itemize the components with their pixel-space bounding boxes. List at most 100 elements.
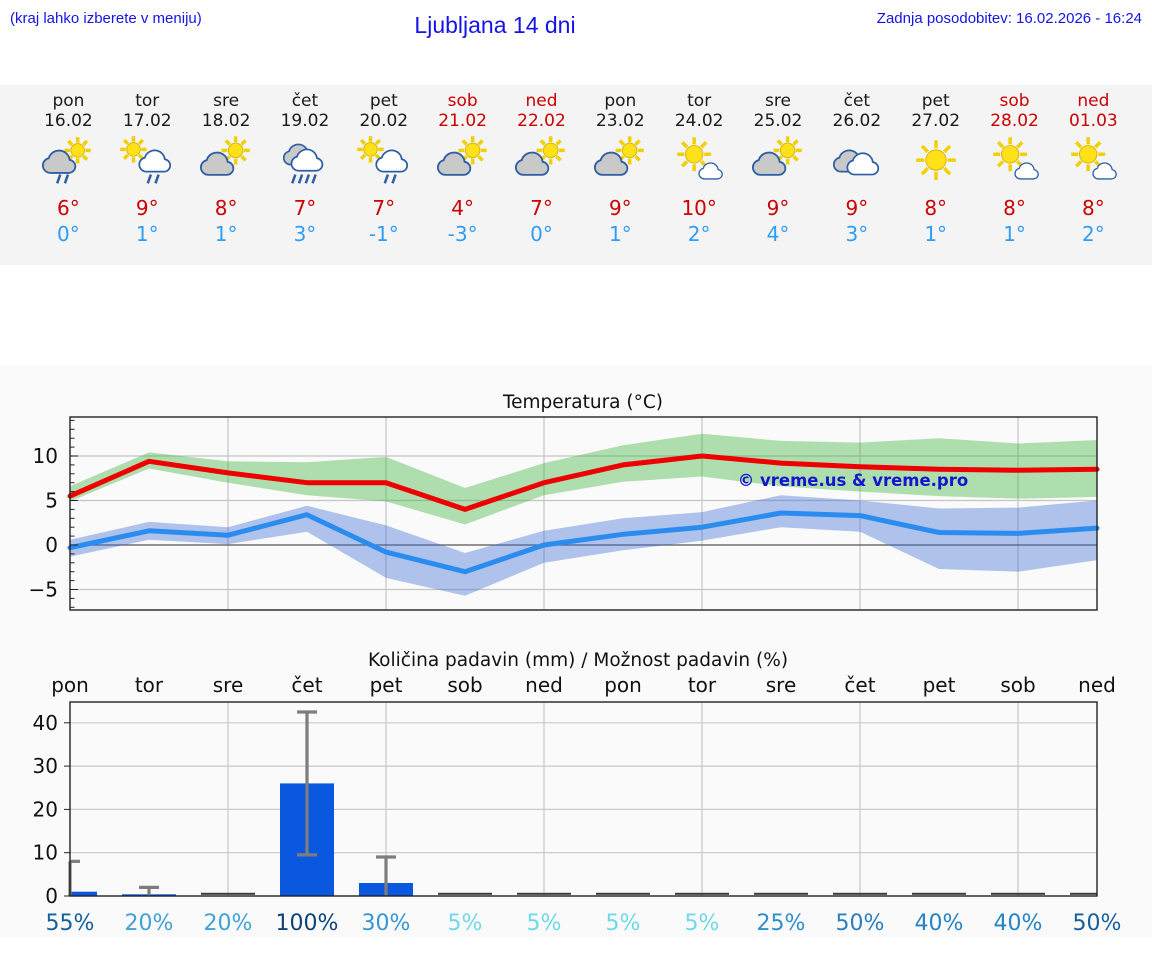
temp-high: 7° bbox=[530, 196, 553, 221]
temp-high: 9° bbox=[608, 196, 632, 221]
last-updated: Zadnja posodobitev: 16.02.2026 - 16:24 bbox=[876, 10, 1142, 27]
precip-day-label: ned bbox=[1078, 673, 1116, 697]
day-date: 24.02 bbox=[674, 111, 724, 132]
weather-icon-box bbox=[29, 134, 108, 189]
forecast-day: ned 01.03 8° 2° bbox=[1054, 85, 1133, 265]
temp-low: 3° bbox=[845, 222, 869, 247]
day-date: 01.03 bbox=[1069, 111, 1118, 132]
temp-low: 2° bbox=[1082, 222, 1105, 247]
precip-percent-label: 30% bbox=[362, 911, 411, 936]
precip-day-label: sob bbox=[1000, 673, 1035, 697]
day-name: ned bbox=[1077, 91, 1110, 111]
precip-percent-label: 5% bbox=[685, 911, 720, 936]
temp-high: 4° bbox=[451, 196, 474, 221]
day-name: tor bbox=[687, 91, 712, 111]
precip-day-label: čet bbox=[844, 673, 875, 697]
day-date: 26.02 bbox=[832, 111, 882, 132]
menu-hint: (kraj lahko izberete v meniju) bbox=[10, 10, 202, 27]
day-date: 18.02 bbox=[201, 111, 251, 132]
day-name: ned bbox=[525, 91, 558, 111]
forecast-day: sre 25.02 9° 4° bbox=[739, 85, 818, 265]
sun-smallcloud-icon bbox=[677, 136, 724, 180]
sun-graycloud-icon bbox=[594, 135, 645, 176]
sun-smallcloud-icon bbox=[1071, 136, 1118, 180]
precip-day-label: čet bbox=[291, 673, 322, 697]
temp-low: 0° bbox=[57, 222, 80, 247]
temp-chart-title: Temperatura (°C) bbox=[502, 392, 663, 413]
max-temp-band bbox=[70, 433, 1097, 525]
temp-high: 9° bbox=[845, 196, 869, 221]
precip-zero-bar bbox=[1070, 892, 1097, 895]
weather-icon-box bbox=[423, 134, 502, 189]
day-date: 27.02 bbox=[911, 111, 961, 132]
forecast-day: tor 17.02 9° 1° bbox=[108, 85, 187, 265]
day-date: 23.02 bbox=[595, 111, 645, 132]
day-date: 17.02 bbox=[122, 111, 172, 132]
cloudy-icon bbox=[832, 149, 879, 176]
day-name: sob bbox=[999, 91, 1030, 111]
precip-percent-label: 40% bbox=[994, 911, 1043, 936]
temp-high: 8° bbox=[1003, 196, 1026, 221]
forecast-strip: pon 16.02 6° 0° tor 17.02 9° 1° sre 18.02 8° 1° čet 1… bbox=[0, 85, 1152, 265]
watermark: © vreme.us & vreme.pro bbox=[738, 471, 968, 490]
min-temp-band bbox=[70, 495, 1097, 596]
weather-icon-box bbox=[108, 134, 187, 189]
forecast-day: sob 28.02 8° 1° bbox=[975, 85, 1054, 265]
temp-ytick-label: 0 bbox=[45, 533, 58, 557]
rain-sun-graycloud-icon bbox=[42, 136, 92, 184]
charts-background bbox=[0, 365, 1152, 937]
day-name: tor bbox=[135, 91, 160, 111]
temp-low: -1° bbox=[368, 222, 399, 247]
precip-zero-bar bbox=[912, 892, 966, 895]
temp-high: 8° bbox=[1082, 196, 1105, 221]
weather-icon-box bbox=[581, 134, 660, 189]
temp-low: 2° bbox=[687, 222, 711, 247]
day-name: pet bbox=[921, 91, 950, 111]
precip-day-label: pet bbox=[370, 673, 403, 697]
precip-zero-bar bbox=[991, 892, 1045, 895]
day-date: 20.02 bbox=[359, 111, 409, 132]
temp-ytick-label: 5 bbox=[45, 489, 58, 513]
temp-low: 1° bbox=[1003, 222, 1026, 247]
heavy-rain-icon bbox=[282, 143, 324, 184]
forecast-day: pon 23.02 9° 1° bbox=[581, 85, 660, 265]
precip-zero-bar bbox=[833, 892, 887, 895]
day-date: 16.02 bbox=[44, 111, 93, 132]
temp-ytick-label: 10 bbox=[33, 444, 58, 468]
rain-sun-whitecloud-icon bbox=[120, 135, 172, 184]
precip-zero-bar bbox=[754, 892, 808, 895]
day-date: 28.02 bbox=[990, 111, 1039, 132]
precip-day-label: tor bbox=[688, 673, 717, 697]
precip-zero-bar bbox=[596, 892, 650, 895]
precip-day-label: sob bbox=[447, 673, 482, 697]
temp-high: 7° bbox=[293, 196, 317, 221]
precip-zero-bar bbox=[675, 892, 729, 895]
sun-graycloud-icon bbox=[515, 135, 566, 176]
temp-low: -3° bbox=[447, 222, 478, 247]
day-name: sre bbox=[765, 91, 791, 111]
forecast-day: pet 27.02 8° 1° bbox=[896, 85, 975, 265]
precip-percent-label: 5% bbox=[606, 911, 641, 936]
precip-day-label: tor bbox=[135, 673, 164, 697]
day-name: pon bbox=[52, 91, 85, 111]
precip-zero-bar bbox=[517, 892, 571, 895]
weather-icon-box bbox=[975, 134, 1054, 189]
precip-day-label: ned bbox=[525, 673, 563, 697]
weather-icon-box bbox=[266, 134, 345, 189]
precip-percent-label: 25% bbox=[757, 911, 806, 936]
temp-low: 1° bbox=[214, 222, 238, 247]
precip-percent-label: 40% bbox=[915, 911, 964, 936]
min-temp-line bbox=[67, 510, 1100, 575]
precip-ytick-label: 10 bbox=[33, 841, 58, 865]
forecast-day: sob 21.02 4° -3° bbox=[423, 85, 502, 265]
weather-icon-box bbox=[739, 134, 818, 189]
precip-percent-label: 5% bbox=[527, 911, 562, 936]
precip-day-label: pon bbox=[604, 673, 642, 697]
precip-ytick-label: 30 bbox=[33, 754, 58, 778]
precip-day-label: pon bbox=[51, 673, 89, 697]
day-name: čet bbox=[291, 91, 319, 111]
temp-high: 10° bbox=[681, 196, 717, 221]
precip-ytick-label: 20 bbox=[33, 797, 58, 821]
day-name: pet bbox=[369, 91, 398, 111]
